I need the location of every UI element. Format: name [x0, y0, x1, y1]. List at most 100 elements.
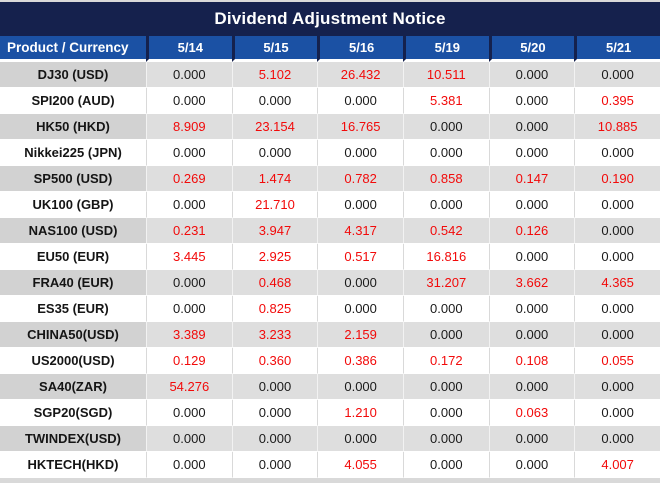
product-name: ES35 (EUR) [0, 296, 146, 322]
dividend-value: 3.389 [146, 322, 232, 348]
dividend-value: 0.468 [231, 270, 318, 296]
dividend-value: 0.000 [488, 426, 575, 452]
dividend-value: 0.172 [402, 348, 489, 374]
product-name: UK100 (GBP) [0, 192, 146, 218]
dividend-value: 3.662 [488, 270, 575, 296]
product-name: SGP20(SGD) [0, 400, 146, 426]
dividend-value: 0.000 [488, 192, 575, 218]
dividend-value: 0.000 [488, 452, 575, 478]
dividend-value: 26.432 [317, 62, 403, 88]
dividend-value: 0.000 [574, 296, 660, 322]
product-name: EU50 (EUR) [0, 244, 146, 270]
dividend-value: 0.000 [488, 88, 575, 114]
dividend-value: 4.317 [317, 218, 403, 244]
dividend-value: 0.000 [146, 62, 232, 88]
product-name: HKTECH(HKD) [0, 452, 146, 478]
dividend-value: 0.000 [146, 400, 232, 426]
dividend-value: 0.000 [402, 374, 489, 400]
dividend-value: 0.000 [488, 296, 575, 322]
product-name: DJ30 (USD) [0, 62, 146, 88]
dividend-value: 0.000 [488, 322, 575, 348]
product-name: TWINDEX(USD) [0, 426, 146, 452]
dividend-value: 0.000 [574, 192, 660, 218]
product-name: SP500 (USD) [0, 166, 146, 192]
table-row: SGP20(SGD) 0.000 0.000 1.210 0.000 0.063 0.000 [0, 400, 660, 426]
product-name: HK50 (HKD) [0, 114, 146, 140]
dividend-value: 0.000 [231, 140, 318, 166]
dividend-value: 0.000 [146, 270, 232, 296]
dividend-value: 0.000 [402, 426, 489, 452]
dividend-value: 0.000 [574, 426, 660, 452]
dividend-value: 1.210 [317, 400, 403, 426]
dividend-value: 0.000 [488, 140, 575, 166]
dividend-value: 1.474 [231, 166, 318, 192]
table-row: EU50 (EUR) 3.445 2.925 0.517 16.816 0.000 0.00… [0, 244, 660, 270]
dividend-value: 0.000 [574, 218, 660, 244]
dividend-value: 0.000 [317, 374, 403, 400]
dividend-value: 2.159 [317, 322, 403, 348]
dividend-value: 8.909 [146, 114, 232, 140]
dividend-value: 0.825 [231, 296, 318, 322]
dividend-value: 0.000 [574, 62, 660, 88]
dividend-value: 0.000 [402, 114, 489, 140]
dividend-value: 0.000 [574, 322, 660, 348]
date-header: 5/19 [402, 36, 489, 62]
date-header: 5/14 [146, 36, 232, 62]
product-name: FRA40 (EUR) [0, 270, 146, 296]
dividend-value: 0.000 [231, 400, 318, 426]
notice-title: Dividend Adjustment Notice [0, 2, 660, 36]
dividend-value: 0.231 [146, 218, 232, 244]
dividend-value: 0.055 [574, 348, 660, 374]
dividend-value: 0.000 [146, 88, 232, 114]
dividend-value: 0.000 [402, 140, 489, 166]
dividend-value: 0.000 [402, 400, 489, 426]
dividend-value: 3.445 [146, 244, 232, 270]
product-currency-header: Product / Currency [0, 36, 146, 62]
dividend-value: 0.000 [317, 296, 403, 322]
date-header: 5/20 [488, 36, 575, 62]
dividend-value: 0.000 [231, 374, 318, 400]
table-row: HKTECH(HKD) 0.000 0.000 4.055 0.000 0.000 4.00… [0, 452, 660, 478]
dividend-value: 0.000 [488, 62, 575, 88]
dividend-value: 0.000 [146, 192, 232, 218]
table-row: SPI200 (AUD) 0.000 0.000 0.000 5.381 0.000 0.3… [0, 88, 660, 114]
table-row: NAS100 (USD) 0.231 3.947 4.317 0.542 0.126 0.0… [0, 218, 660, 244]
dividend-value: 4.365 [574, 270, 660, 296]
dividend-value: 0.000 [402, 322, 489, 348]
dividend-value: 16.765 [317, 114, 403, 140]
dividend-value: 0.000 [488, 244, 575, 270]
dividend-value: 0.000 [402, 296, 489, 322]
table-row: CHINA50(USD) 3.389 3.233 2.159 0.000 0.000 0.0… [0, 322, 660, 348]
dividend-value: 0.147 [488, 166, 575, 192]
dividend-value: 0.000 [488, 374, 575, 400]
header-row: Product / Currency 5/14 5/15 5/16 5/19 5/20 5… [0, 36, 660, 62]
dividend-value: 0.782 [317, 166, 403, 192]
table-row: DJ30 (USD) 0.000 5.102 26.432 10.511 0.000 0.0… [0, 62, 660, 88]
product-name: Nikkei225 (JPN) [0, 140, 146, 166]
dividend-value: 0.542 [402, 218, 489, 244]
date-header: 5/16 [317, 36, 403, 62]
dividend-value: 0.000 [402, 192, 489, 218]
dividend-value: 3.947 [231, 218, 318, 244]
dividend-table: Product / Currency 5/14 5/15 5/16 5/19 5/20 5… [0, 36, 660, 478]
dividend-value: 31.207 [402, 270, 489, 296]
dividend-value: 0.108 [488, 348, 575, 374]
dividend-value: 0.000 [231, 452, 318, 478]
dividend-value: 10.511 [402, 62, 489, 88]
product-name: SA40(ZAR) [0, 374, 146, 400]
dividend-value: 0.000 [402, 452, 489, 478]
dividend-value: 0.000 [231, 426, 318, 452]
dividend-value: 23.154 [231, 114, 318, 140]
dividend-value: 0.000 [146, 296, 232, 322]
dividend-value: 4.055 [317, 452, 403, 478]
dividend-value: 0.000 [488, 114, 575, 140]
table-row: Nikkei225 (JPN) 0.000 0.000 0.000 0.000 0.000… [0, 140, 660, 166]
table-row: US2000(USD) 0.129 0.360 0.386 0.172 0.108 0.05… [0, 348, 660, 374]
table-row: ES35 (EUR) 0.000 0.825 0.000 0.000 0.000 0.000 [0, 296, 660, 322]
date-header: 5/21 [574, 36, 660, 62]
dividend-value: 0.858 [402, 166, 489, 192]
dividend-value: 0.000 [317, 140, 403, 166]
dividend-value: 0.517 [317, 244, 403, 270]
dividend-value: 0.000 [574, 374, 660, 400]
table-body: DJ30 (USD) 0.000 5.102 26.432 10.511 0.000 0.0… [0, 62, 660, 478]
